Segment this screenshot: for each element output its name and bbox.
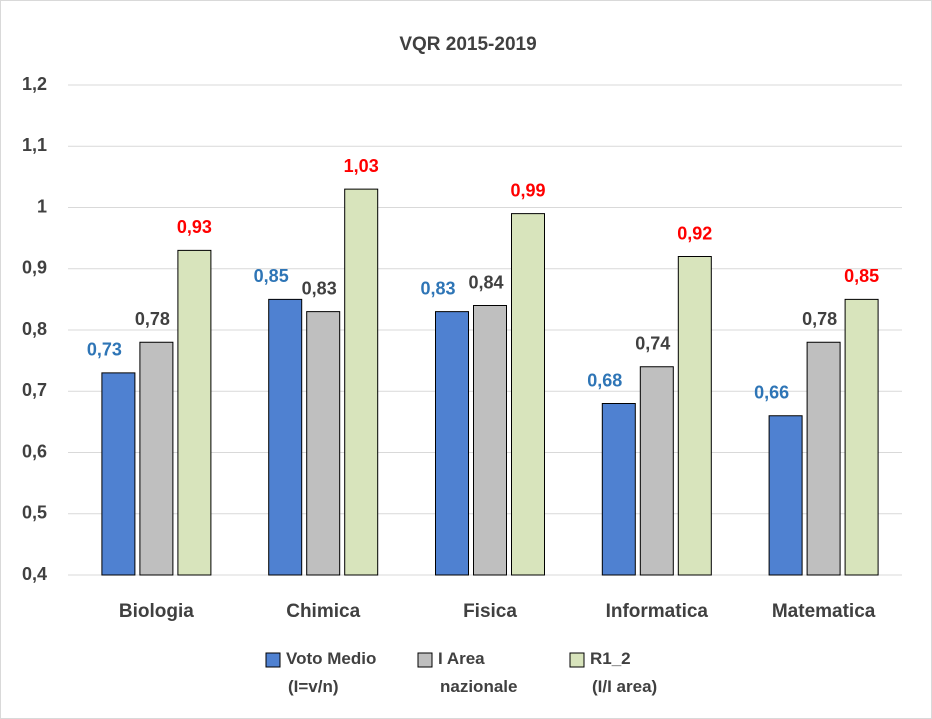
x-tick-label: Informatica bbox=[606, 601, 709, 622]
y-tick-label: 0,5 bbox=[22, 503, 47, 523]
value-label: 0,84 bbox=[468, 272, 503, 292]
bar bbox=[511, 213, 545, 576]
value-label: 0,78 bbox=[135, 309, 170, 329]
value-label: 0,93 bbox=[177, 217, 212, 237]
bar bbox=[268, 298, 303, 576]
x-tick-label: Matematica bbox=[772, 601, 876, 622]
bar bbox=[806, 341, 841, 576]
legend-line: (I=v/n) bbox=[288, 677, 339, 696]
bar bbox=[139, 341, 174, 576]
value-label: 0,99 bbox=[510, 180, 545, 200]
bar bbox=[306, 311, 341, 576]
legend-line: R1_2 bbox=[590, 649, 631, 668]
x-tick-label: Chimica bbox=[286, 601, 360, 622]
bar bbox=[639, 366, 674, 576]
legend-swatch bbox=[417, 652, 433, 668]
y-tick-label: 0,9 bbox=[22, 258, 47, 278]
value-label: 0,92 bbox=[677, 223, 712, 243]
y-tick-label: 1,1 bbox=[22, 135, 47, 155]
bar bbox=[473, 305, 507, 576]
y-tick-label: 0,7 bbox=[22, 380, 47, 400]
bar bbox=[677, 256, 712, 576]
legend-label: R1_2 (I/I area) bbox=[590, 649, 657, 696]
bar bbox=[601, 403, 636, 576]
legend-label: Voto Medio (I=v/n) bbox=[286, 649, 376, 696]
bar bbox=[344, 188, 379, 576]
bar bbox=[101, 372, 136, 576]
value-label: 0,78 bbox=[802, 309, 837, 329]
legend-line: (I/I area) bbox=[592, 677, 657, 696]
y-tick-label: 0,8 bbox=[22, 319, 47, 339]
bar bbox=[177, 249, 212, 576]
bar bbox=[844, 298, 879, 576]
value-label: 0,74 bbox=[635, 334, 670, 354]
legend-line: nazionale bbox=[440, 677, 517, 696]
value-label: 0,68 bbox=[587, 370, 622, 390]
value-label: 1,03 bbox=[344, 156, 379, 176]
legend-swatch bbox=[569, 652, 585, 668]
value-label: 0,66 bbox=[754, 383, 789, 403]
legend-label: I Area nazionale bbox=[438, 649, 517, 696]
bar bbox=[435, 311, 469, 576]
value-label: 0,83 bbox=[420, 278, 455, 298]
bar bbox=[768, 415, 803, 576]
legend-line: I Area bbox=[438, 649, 485, 668]
value-label: 0,85 bbox=[254, 266, 289, 286]
chart-title: VQR 2015-2019 bbox=[399, 34, 536, 55]
y-tick-label: 0,4 bbox=[22, 564, 47, 584]
value-label: 0,85 bbox=[844, 266, 879, 286]
x-tick-label: Fisica bbox=[463, 601, 517, 622]
x-tick-label: Biologia bbox=[119, 601, 194, 622]
value-label: 0,83 bbox=[302, 278, 337, 298]
y-tick-label: 0,6 bbox=[22, 441, 47, 461]
y-tick-label: 1,2 bbox=[22, 74, 47, 94]
legend-swatch bbox=[265, 652, 281, 668]
value-label: 0,73 bbox=[87, 340, 122, 360]
legend-line: Voto Medio bbox=[286, 649, 376, 668]
y-tick-label: 1 bbox=[37, 196, 47, 216]
